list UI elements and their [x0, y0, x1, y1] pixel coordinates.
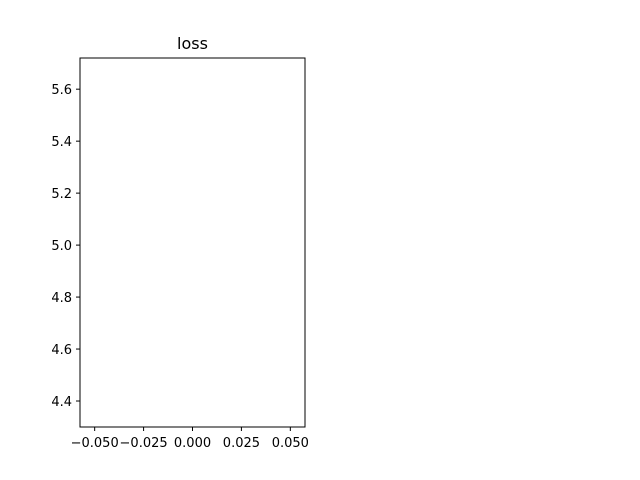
- x-axis: −0.050 −0.025 0.000 0.025 0.050: [71, 427, 309, 451]
- x-tick-label: −0.050: [71, 436, 119, 451]
- y-tick-label: 5.0: [51, 239, 72, 254]
- y-tick-label: 4.4: [51, 395, 72, 410]
- plot-area: [79, 57, 306, 428]
- x-tick-label: −0.025: [120, 436, 168, 451]
- y-tick-label: 4.6: [51, 343, 72, 358]
- y-tick-label: 4.8: [51, 291, 72, 306]
- y-tick-label: 5.6: [51, 83, 72, 98]
- y-tick-label: 5.2: [51, 187, 72, 202]
- x-tick-label: 0.025: [223, 436, 260, 451]
- x-tick-label: 0.050: [272, 436, 309, 451]
- chart-title: loss: [177, 34, 208, 53]
- y-tick-label: 5.4: [51, 135, 72, 150]
- y-axis: 4.4 4.6 4.8 5.0 5.2 5.4 5.6: [51, 83, 80, 410]
- x-tick-label: 0.000: [174, 436, 211, 451]
